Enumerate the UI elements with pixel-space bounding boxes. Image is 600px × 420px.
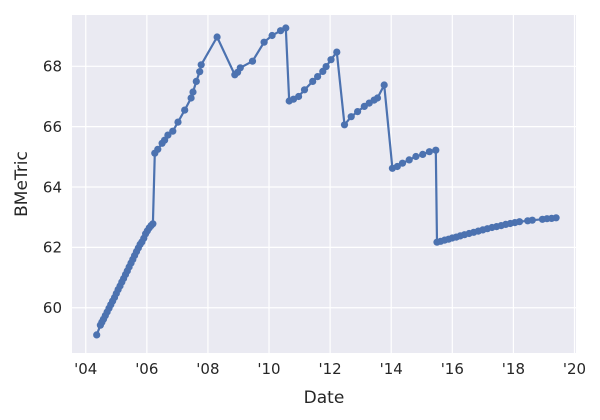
data-point xyxy=(419,150,427,158)
data-point xyxy=(327,56,335,64)
data-point xyxy=(354,108,362,116)
x-tick-label: '16 xyxy=(441,360,464,378)
data-point xyxy=(380,81,388,89)
data-point xyxy=(347,113,355,121)
data-point xyxy=(154,145,162,153)
data-point xyxy=(236,64,244,72)
data-point xyxy=(309,77,317,85)
data-point xyxy=(398,159,407,167)
y-axis-label: BMeTric xyxy=(12,151,32,217)
data-point xyxy=(333,48,341,56)
data-point xyxy=(93,331,101,339)
data-point xyxy=(515,218,524,226)
x-tick-label: '18 xyxy=(502,360,525,378)
data-point xyxy=(322,63,330,71)
x-tick-label: '14 xyxy=(380,360,403,378)
data-point xyxy=(197,61,205,69)
y-tick-label: 68 xyxy=(43,58,62,76)
data-point xyxy=(213,33,221,41)
y-tick-label: 62 xyxy=(43,239,62,257)
data-point xyxy=(552,214,560,222)
data-point xyxy=(174,118,182,126)
data-point xyxy=(187,94,195,102)
y-tick-label: 66 xyxy=(43,118,62,136)
data-point xyxy=(425,148,433,156)
data-point xyxy=(412,152,420,161)
data-point xyxy=(432,146,440,154)
data-point xyxy=(373,94,382,102)
data-point xyxy=(248,57,257,65)
series-markers xyxy=(93,24,560,339)
x-tick-labels: '04 '06 '08 '10 '12 '14 '16 '18 '20 xyxy=(74,360,586,378)
data-point xyxy=(192,77,200,85)
y-tick-label: 64 xyxy=(43,178,62,196)
x-tick-label: '06 xyxy=(135,360,158,378)
x-tick-label: '20 xyxy=(563,360,586,378)
data-point xyxy=(149,220,157,228)
x-tick-label: '08 xyxy=(196,360,219,378)
data-point xyxy=(161,136,169,144)
data-point xyxy=(181,106,189,114)
data-point xyxy=(340,121,349,129)
data-point xyxy=(528,216,536,224)
data-point xyxy=(295,92,303,101)
data-point xyxy=(164,131,172,139)
data-point xyxy=(196,68,204,76)
data-point xyxy=(189,88,197,96)
data-point xyxy=(314,73,322,81)
data-point xyxy=(260,38,268,46)
y-tick-label: 60 xyxy=(43,299,62,317)
data-point xyxy=(282,24,290,32)
x-tick-label: '04 xyxy=(74,360,97,378)
data-point xyxy=(268,31,276,40)
data-point xyxy=(169,127,177,135)
x-tick-label: '12 xyxy=(318,360,341,378)
y-tick-labels: 60 62 64 66 68 xyxy=(43,58,62,317)
data-point xyxy=(393,162,401,171)
data-series xyxy=(93,24,560,339)
x-axis-label: Date xyxy=(304,388,345,408)
data-point xyxy=(405,156,413,164)
data-point xyxy=(300,86,309,94)
x-tick-label: '10 xyxy=(257,360,280,378)
